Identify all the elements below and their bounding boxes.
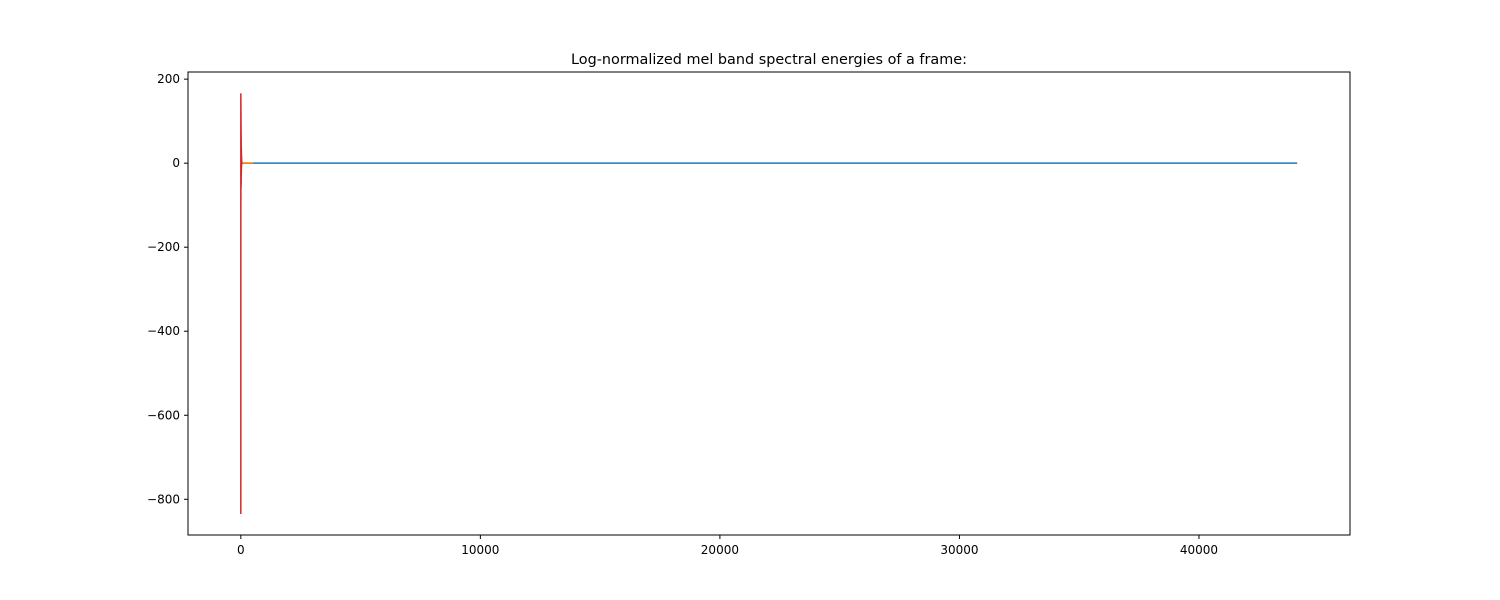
plot-frame — [187, 71, 1351, 536]
y-tick-label: 200 — [157, 72, 180, 86]
x-tick-label: 30000 — [940, 543, 978, 557]
y-axis: 200 0 −200 −400 −600 −800 — [147, 72, 188, 506]
y-tick-label: −800 — [147, 492, 180, 506]
chart-title: Log-normalized mel band spectral energie… — [571, 52, 967, 68]
x-tick-label: 20000 — [701, 543, 739, 557]
x-tick-label: 0 — [237, 543, 245, 557]
y-tick-label: 0 — [172, 156, 180, 170]
series-layer — [240, 93, 1298, 514]
series-line-4 — [240, 93, 243, 514]
y-tick-label: −400 — [147, 324, 180, 338]
x-axis: 0 10000 20000 30000 40000 — [237, 535, 1218, 557]
x-tick-label: 10000 — [461, 543, 499, 557]
y-tick-label: −600 — [147, 408, 180, 422]
y-tick-label: −200 — [147, 240, 180, 254]
x-tick-label: 40000 — [1180, 543, 1218, 557]
